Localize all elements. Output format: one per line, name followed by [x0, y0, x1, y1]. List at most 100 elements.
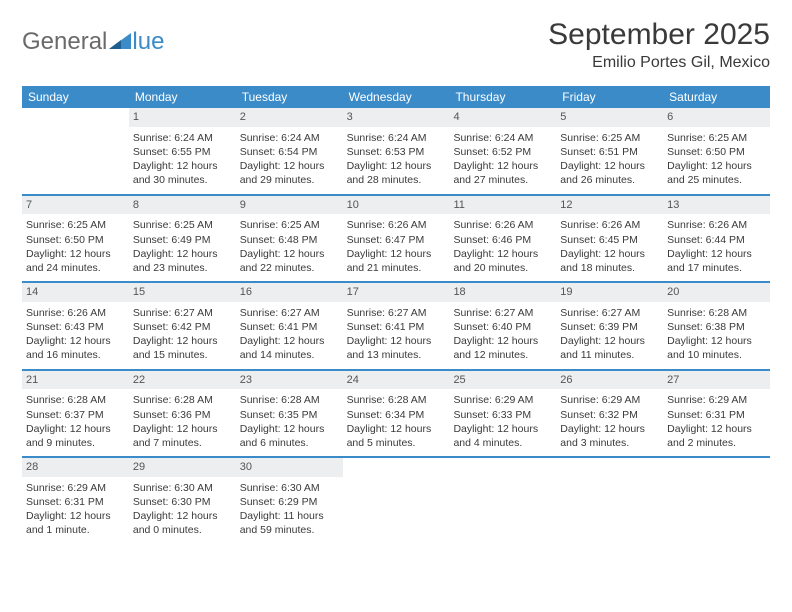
sunset-text: Sunset: 6:41 PM	[240, 320, 339, 334]
day-number: 20	[663, 283, 770, 303]
daylight-text: Daylight: 12 hours and 30 minutes.	[133, 159, 232, 187]
sunset-text: Sunset: 6:47 PM	[347, 233, 446, 247]
day-number: 6	[663, 108, 770, 128]
weekday-header: Saturday	[663, 86, 770, 108]
sunset-text: Sunset: 6:52 PM	[453, 145, 552, 159]
daylight-text: Daylight: 12 hours and 7 minutes.	[133, 422, 232, 450]
sunrise-text: Sunrise: 6:26 AM	[347, 218, 446, 232]
sunrise-text: Sunrise: 6:28 AM	[667, 306, 766, 320]
day-number: 16	[236, 283, 343, 303]
sunset-text: Sunset: 6:45 PM	[560, 233, 659, 247]
sunset-text: Sunset: 6:50 PM	[26, 233, 125, 247]
sunrise-text: Sunrise: 6:30 AM	[240, 481, 339, 495]
sunrise-text: Sunrise: 6:26 AM	[667, 218, 766, 232]
daylight-text: Daylight: 12 hours and 2 minutes.	[667, 422, 766, 450]
weekday-header: Tuesday	[236, 86, 343, 108]
sunset-text: Sunset: 6:41 PM	[347, 320, 446, 334]
sunset-text: Sunset: 6:39 PM	[560, 320, 659, 334]
calendar-cell	[343, 458, 450, 544]
day-number: 17	[343, 283, 450, 303]
day-number: 29	[129, 458, 236, 478]
sunrise-text: Sunrise: 6:29 AM	[560, 393, 659, 407]
day-number: 27	[663, 371, 770, 391]
daylight-text: Daylight: 12 hours and 3 minutes.	[560, 422, 659, 450]
title-block: September 2025 Emilio Portes Gil, Mexico	[548, 18, 770, 72]
day-number: 10	[343, 196, 450, 216]
sunset-text: Sunset: 6:44 PM	[667, 233, 766, 247]
sunrise-text: Sunrise: 6:29 AM	[26, 481, 125, 495]
daylight-text: Daylight: 12 hours and 0 minutes.	[133, 509, 232, 537]
day-number: 12	[556, 196, 663, 216]
sunset-text: Sunset: 6:54 PM	[240, 145, 339, 159]
daylight-text: Daylight: 12 hours and 13 minutes.	[347, 334, 446, 362]
daylight-text: Daylight: 12 hours and 10 minutes.	[667, 334, 766, 362]
daylight-text: Daylight: 12 hours and 12 minutes.	[453, 334, 552, 362]
sunset-text: Sunset: 6:37 PM	[26, 408, 125, 422]
day-number: 19	[556, 283, 663, 303]
sunset-text: Sunset: 6:33 PM	[453, 408, 552, 422]
sunset-text: Sunset: 6:34 PM	[347, 408, 446, 422]
brand-triangle-icon	[109, 33, 131, 51]
daylight-text: Daylight: 12 hours and 17 minutes.	[667, 247, 766, 275]
daylight-text: Daylight: 12 hours and 25 minutes.	[667, 159, 766, 187]
sunset-text: Sunset: 6:31 PM	[26, 495, 125, 509]
calendar-cell: 19Sunrise: 6:27 AMSunset: 6:39 PMDayligh…	[556, 283, 663, 369]
calendar-cell: 26 Sunrise: 6:29 AMSunset: 6:32 PMDayligh…	[556, 371, 663, 457]
page-title: September 2025	[548, 18, 770, 52]
calendar-week: 14Sunrise: 6:26 AMSunset: 6:43 PMDayligh…	[22, 283, 770, 371]
day-number: 3	[343, 108, 450, 128]
daylight-text: Daylight: 12 hours and 16 minutes.	[26, 334, 125, 362]
calendar-cell	[449, 458, 556, 544]
sunrise-text: Sunrise: 6:29 AM	[453, 393, 552, 407]
calendar-cell	[22, 108, 129, 194]
sunrise-text: Sunrise: 6:26 AM	[560, 218, 659, 232]
day-number: 11	[449, 196, 556, 216]
day-number: 4	[449, 108, 556, 128]
calendar-week: 7Sunrise: 6:25 AMSunset: 6:50 PMDaylight…	[22, 196, 770, 284]
daylight-text: Daylight: 12 hours and 22 minutes.	[240, 247, 339, 275]
sunrise-text: Sunrise: 6:25 AM	[26, 218, 125, 232]
sunset-text: Sunset: 6:50 PM	[667, 145, 766, 159]
day-number: 30	[236, 458, 343, 478]
sunrise-text: Sunrise: 6:25 AM	[667, 131, 766, 145]
calendar-cell: 4Sunrise: 6:24 AMSunset: 6:52 PMDaylight…	[449, 108, 556, 194]
day-number: 18	[449, 283, 556, 303]
sunset-text: Sunset: 6:53 PM	[347, 145, 446, 159]
daylight-text: Daylight: 12 hours and 18 minutes.	[560, 247, 659, 275]
calendar-cell: 15Sunrise: 6:27 AMSunset: 6:42 PMDayligh…	[129, 283, 236, 369]
brand-logo: Generallue	[22, 18, 164, 56]
calendar-cell: 5Sunrise: 6:25 AMSunset: 6:51 PMDaylight…	[556, 108, 663, 194]
calendar-cell: 2Sunrise: 6:24 AMSunset: 6:54 PMDaylight…	[236, 108, 343, 194]
sunset-text: Sunset: 6:46 PM	[453, 233, 552, 247]
weekday-header: Friday	[556, 86, 663, 108]
calendar-cell: 20Sunrise: 6:28 AMSunset: 6:38 PMDayligh…	[663, 283, 770, 369]
calendar-cell: 16 Sunrise: 6:27 AMSunset: 6:41 PMDayligh…	[236, 283, 343, 369]
day-number: 13	[663, 196, 770, 216]
brand-part2: lue	[132, 28, 164, 56]
daylight-text: Daylight: 12 hours and 14 minutes.	[240, 334, 339, 362]
calendar-cell: 22Sunrise: 6:28 AMSunset: 6:36 PMDayligh…	[129, 371, 236, 457]
day-number: 26	[556, 371, 663, 391]
sunset-text: Sunset: 6:35 PM	[240, 408, 339, 422]
sunrise-text: Sunrise: 6:24 AM	[453, 131, 552, 145]
calendar-week: 1Sunrise: 6:24 AMSunset: 6:55 PMDaylight…	[22, 108, 770, 196]
sunrise-text: Sunrise: 6:24 AM	[347, 131, 446, 145]
sunset-text: Sunset: 6:32 PM	[560, 408, 659, 422]
daylight-text: Daylight: 12 hours and 5 minutes.	[347, 422, 446, 450]
calendar-cell	[556, 458, 663, 544]
sunrise-text: Sunrise: 6:27 AM	[240, 306, 339, 320]
calendar-cell: 3Sunrise: 6:24 AMSunset: 6:53 PMDaylight…	[343, 108, 450, 194]
sunrise-text: Sunrise: 6:24 AM	[240, 131, 339, 145]
day-number: 15	[129, 283, 236, 303]
sunrise-text: Sunrise: 6:25 AM	[560, 131, 659, 145]
calendar-cell: 7Sunrise: 6:25 AMSunset: 6:50 PMDaylight…	[22, 196, 129, 282]
calendar-cell: 8Sunrise: 6:25 AMSunset: 6:49 PMDaylight…	[129, 196, 236, 282]
calendar-weeks: 1Sunrise: 6:24 AMSunset: 6:55 PMDaylight…	[22, 108, 770, 544]
day-number: 9	[236, 196, 343, 216]
daylight-text: Daylight: 12 hours and 20 minutes.	[453, 247, 552, 275]
weekday-header-row: SundayMondayTuesdayWednesdayThursdayFrid…	[22, 86, 770, 108]
sunrise-text: Sunrise: 6:29 AM	[667, 393, 766, 407]
calendar-cell: 11Sunrise: 6:26 AMSunset: 6:46 PMDayligh…	[449, 196, 556, 282]
sunrise-text: Sunrise: 6:28 AM	[26, 393, 125, 407]
day-number: 14	[22, 283, 129, 303]
